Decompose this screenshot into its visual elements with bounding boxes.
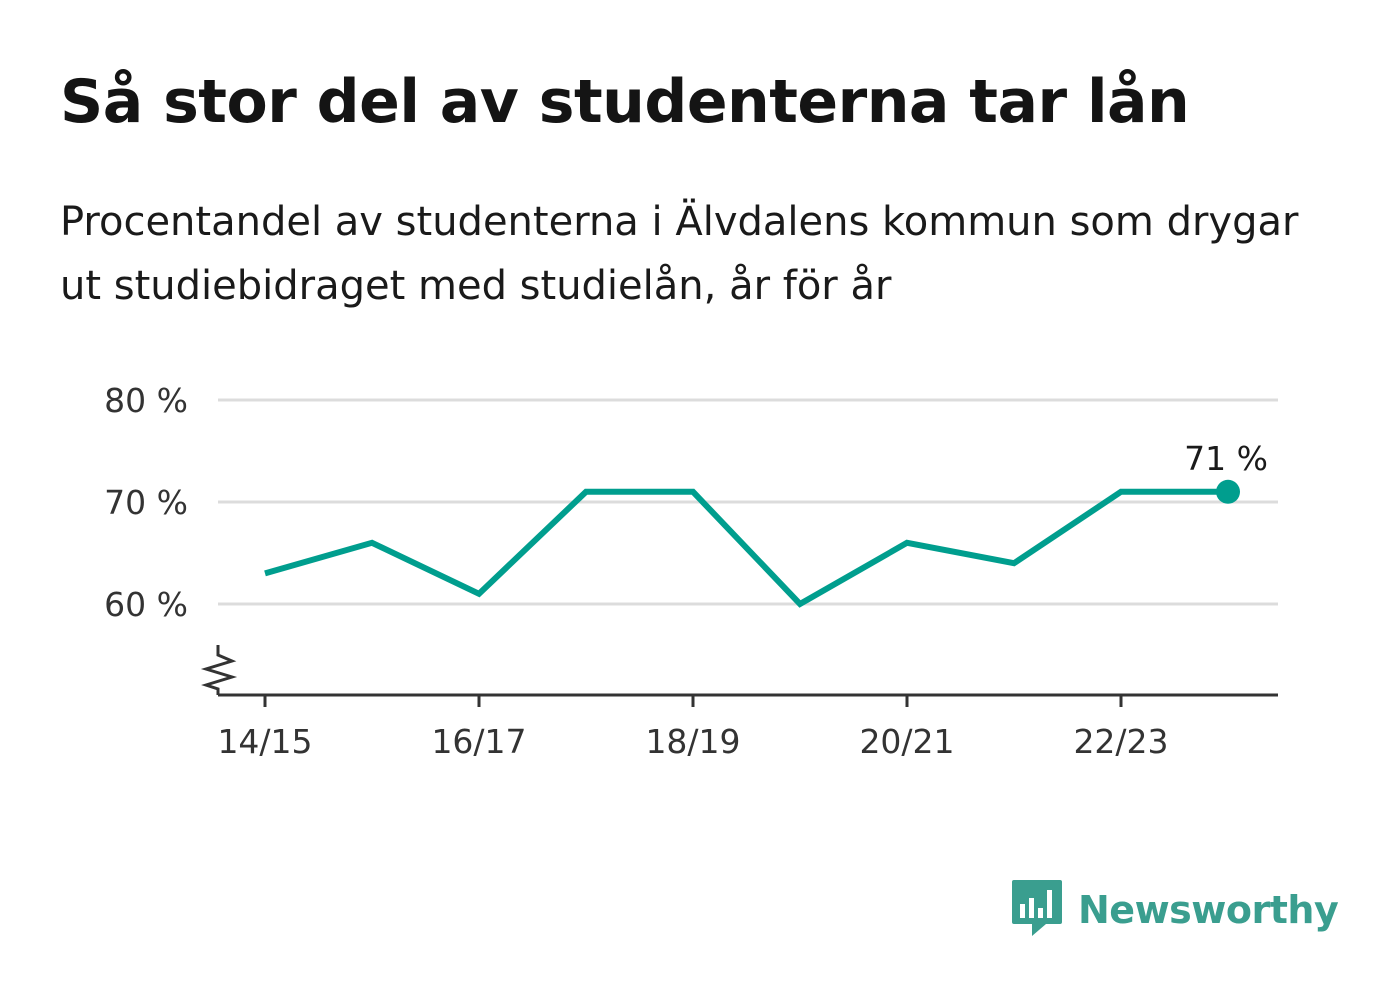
series-line xyxy=(264,488,1228,608)
chart-subtitle: Procentandel av studenterna i Älvdalens … xyxy=(60,199,1299,309)
x-tick-label: 18/19 xyxy=(645,722,740,761)
y-tick-label-60: 60 % xyxy=(104,585,188,624)
end-value-label: 71 % xyxy=(1184,439,1268,478)
brand-logo[interactable]: Newsworthy xyxy=(1010,878,1339,942)
series-layer xyxy=(264,479,1240,608)
newsworthy-logo-icon xyxy=(1010,878,1064,942)
brand-name: Newsworthy xyxy=(1078,888,1339,932)
axis-layer xyxy=(200,645,1278,697)
end-point-marker xyxy=(1216,479,1240,504)
x-tick-label: 14/15 xyxy=(217,722,312,761)
x-tick-label: 20/21 xyxy=(859,722,954,761)
x-tick-label: 22/23 xyxy=(1073,722,1168,761)
y-tick-label-70: 70 % xyxy=(104,483,188,522)
x-tick-labels: 14/15 16/17 18/19 20/21 22/23 xyxy=(217,695,1169,761)
y-tick-label-80: 80 % xyxy=(104,381,188,420)
chart-title: Så stor del av studenterna tar lån xyxy=(60,67,1190,137)
grid-layer xyxy=(218,398,1278,606)
axis-break-icon xyxy=(200,645,238,695)
x-tick-label: 16/17 xyxy=(431,722,526,761)
y-tick-labels: 60 % 70 % 80 % xyxy=(104,381,188,624)
